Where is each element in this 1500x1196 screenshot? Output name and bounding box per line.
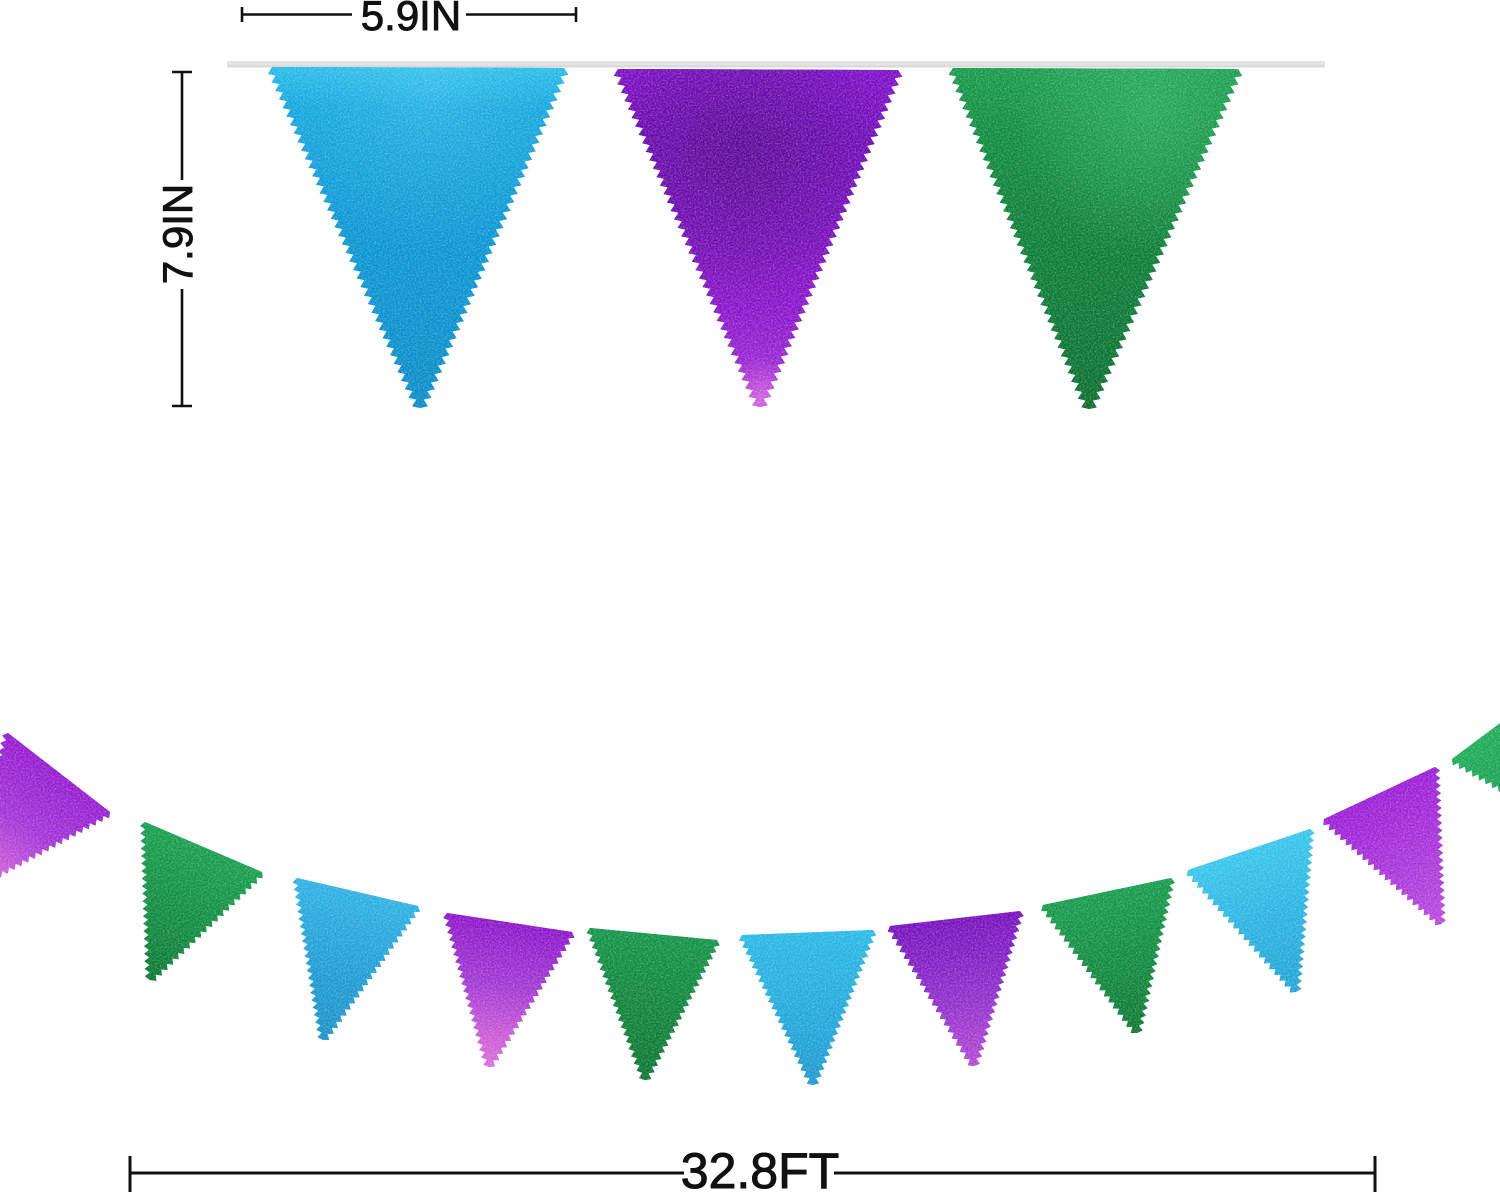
svg-text:7.9IN: 7.9IN — [154, 184, 201, 284]
svg-text:5.9IN: 5.9IN — [361, 0, 461, 39]
svg-text:32.8FT: 32.8FT — [681, 1143, 839, 1196]
